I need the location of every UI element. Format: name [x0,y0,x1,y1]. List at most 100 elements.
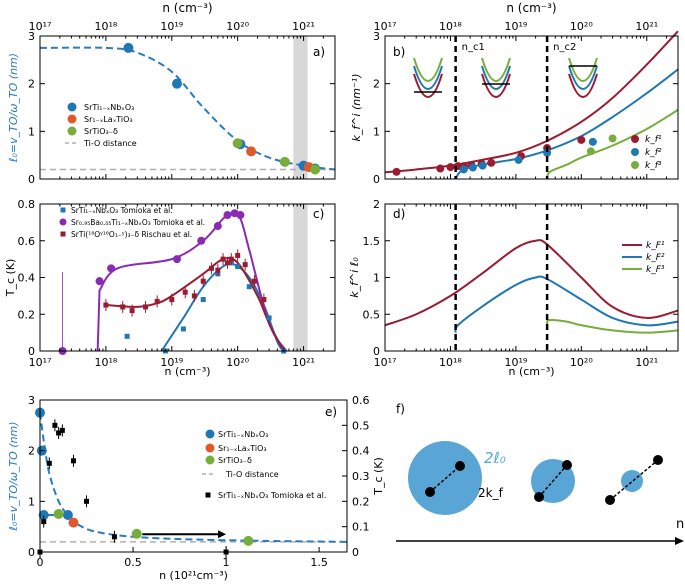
y2-tick-label: 0.2 [352,495,370,508]
plot-frame [39,399,348,553]
band-curve [481,57,511,82]
band-curve [568,65,598,90]
legend-label: k_F¹ [646,241,665,251]
y-axis-label: ℓ₀=v_TO/ω_TO (nm) [7,53,20,163]
x-tick-label: 10²⁰ [570,356,593,369]
data-point [235,252,241,258]
legend-label: Sr₀.₉₅Ba₀.₀₅Ti₁₋ₓNbₓO₃ Tomioka et al. [71,218,205,227]
y2-tick-label: 0.3 [352,470,370,483]
data-point [143,304,149,310]
data-point [182,289,188,295]
x-tick-label: 10²¹ [292,20,315,33]
plot-frame [39,35,336,180]
x-axis-label: n (cm⁻³) [164,365,210,378]
x-tick-label: 10¹⁹ [160,20,183,33]
x-tick-label: 10¹⁸ [94,356,117,369]
y-tick-label: 0 [373,345,380,358]
legend-label: k_F³ [646,265,665,275]
plot-frame [384,35,679,180]
data-point [172,255,181,264]
legend-marker [631,161,639,169]
coherence-circle [621,470,643,492]
data-point [478,161,487,170]
x-tick-label: 0 [37,556,44,569]
y-axis-label: T_c (K) [4,259,17,298]
y-tick-label: 2 [373,198,380,211]
data-point [468,163,477,172]
legend-marker [631,148,639,156]
y-tick-label: 0 [28,345,35,358]
data-point [131,528,142,539]
data-point [124,333,130,339]
legend-marker [60,231,66,237]
y-tick-label: 3 [28,30,35,43]
legend-label: Ti-O distance [83,139,137,148]
legend-label: Sr₁₋ₓLaₓTiO₃ [84,115,133,124]
x-tick-label: 10²¹ [635,356,658,369]
circle-label: 2ℓ₀ [484,449,506,467]
data-point [543,148,552,157]
data-point [236,211,245,220]
x-tick-label: 10¹⁷ [29,20,52,33]
x-tick-label: 1.5 [310,556,328,569]
pair-link [429,465,461,493]
series-line [454,275,679,333]
x-tick-label: 10¹⁷ [374,20,397,33]
data-point [38,510,49,521]
panel-label: e) [325,405,337,419]
data-point [53,509,64,519]
data-point [68,517,79,528]
legend-label: SrTi₁₋ₓNbₓO₃ [218,430,268,439]
legend-label: k_F² [646,253,665,263]
x-tick-label: 10²¹ [292,356,315,369]
data-point [232,138,243,149]
legend-marker [205,429,215,439]
series-line [384,239,679,327]
data-point [95,277,104,286]
y-tick-label: 0.4 [18,272,36,285]
data-point [200,278,206,284]
band-curve [413,65,443,90]
legend-label: SrTi₁₋ₓNbₓO₃ Tomioka et al. [71,206,173,215]
x-tick-label: 10¹⁹ [504,356,527,369]
panel-e: 0 0.5 1 1.5 0 1 2 3 0 0.1 0.2 0.3 0.4 0.5 0.6 n (10²¹cm… [7,394,385,582]
y2-axis-label: T_c (K) [372,457,385,496]
y-tick-label: 0 [28,173,35,186]
x-axis-label: n (10²¹cm⁻³) [159,569,228,582]
y-tick-label: 2 [373,78,380,91]
y2-tick-label: 0.6 [352,394,370,407]
legend-label: SrTi₁₋ₓNbₓO₃ Tomioka et al. [218,491,326,500]
y-tick-label: 0.2 [18,308,36,321]
data-point [242,262,248,268]
y2-tick-label: 0.5 [352,419,370,432]
data-point [228,256,234,262]
band-curve [413,73,443,98]
band-curve [568,73,598,98]
data-point [446,163,455,172]
panel-d: 10¹⁷ 10¹⁸ 10¹⁹ 10²⁰ 10²¹ 0 0.5 1 1.5 2 n (cm⁻³) k_f… [348,198,679,378]
n-axis-arrowhead [675,537,684,545]
trend-line [105,256,285,352]
y-tick-label: 1.5 [363,235,381,248]
data-point [120,304,126,310]
legend-label: SrTi(¹⁸Oʸ¹⁶O₁₋ʸ)₃₋δ Rischau et al. [71,230,192,239]
panel-label: a) [313,45,325,59]
legend-marker [59,218,67,226]
legend-label: k_f² [645,148,662,158]
nc2-label: n_c2 [553,42,576,53]
legend-label: Sr₁₋ₓLaₓTiO₃ [218,444,267,453]
data-point [588,137,597,146]
legend-marker [67,114,77,124]
data-point [224,260,230,266]
data-point [279,156,290,167]
data-point [129,308,135,314]
y-axis-label: ℓ₀=v_TO/ω_TO (nm) [7,421,20,531]
data-point [84,498,90,504]
data-point [191,293,197,299]
panel-a: 10¹⁷ 10¹⁸ 10¹⁹ 10²⁰ 10²¹ 0 1 2 3 n (cm⁻³) ℓ₀=v_TO/… [7,1,336,186]
x-tick-label: 0.5 [124,556,142,569]
y-tick-label: 1 [373,272,380,285]
data-point [154,298,160,304]
data-point [200,297,206,303]
